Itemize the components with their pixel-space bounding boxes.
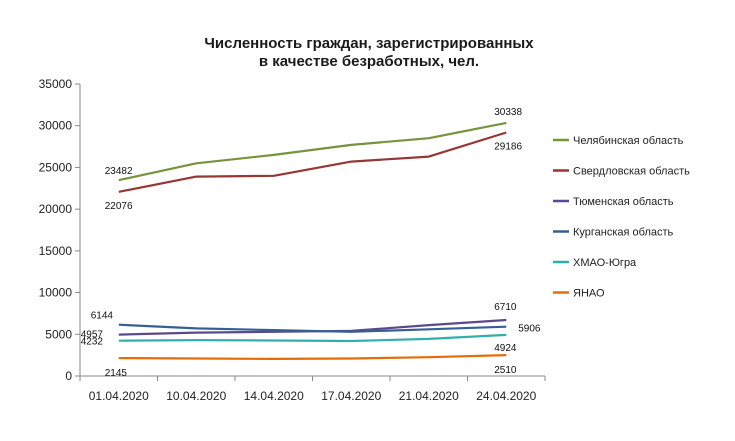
chart-axes: 0 5000 10000 15000 20000 25000 30000 35000 01.04…	[39, 77, 546, 403]
data-label-свердловская-область-5: 29186	[494, 142, 522, 153]
y-tick-label: 0	[65, 369, 72, 383]
data-label-хмао-югра-0: 4232	[81, 337, 104, 348]
chart-title-line-1: Численность граждан, зарегистрированных	[204, 35, 534, 52]
chart-legend: Челябинская область Свердловская область Т…	[553, 135, 690, 300]
series-line-курганская-область	[118, 323, 507, 333]
data-label-курганская-область-0: 6144	[91, 311, 114, 322]
series-line-хмао-югра	[118, 333, 507, 343]
chart-data-labels: 23482 30338 22076 29186 4957 6710 6144 5906 4232…	[81, 107, 541, 379]
legend-label-хмао-югра: ХМАО-Югра	[573, 257, 637, 269]
chart-title: Численность граждан, зарегистрированныхв…	[204, 35, 534, 70]
x-tick-label: 10.04.2020	[166, 389, 226, 403]
data-label-янао-0: 2145	[105, 368, 128, 379]
x-tick-label: 21.04.2020	[399, 389, 459, 403]
data-label-свердловская-область-0: 22076	[105, 201, 133, 212]
x-tick-label: 24.04.2020	[476, 389, 536, 403]
data-label-челябинская-область-0: 23482	[105, 166, 133, 177]
y-tick-label: 5000	[45, 327, 72, 341]
legend-label-челябинская-область: Челябинская область	[573, 135, 684, 147]
data-label-тюменская-область-0: 4957	[81, 330, 104, 341]
legend-label-свердловская-область: Свердловская область	[573, 166, 690, 178]
legend-label-янао: ЯНАО	[573, 288, 605, 300]
y-tick-label: 15000	[39, 244, 73, 258]
series-line-челябинская-область	[118, 121, 507, 182]
data-label-челябинская-область-5: 30338	[494, 107, 522, 118]
data-label-янао-5: 2510	[494, 365, 517, 376]
y-tick-label: 30000	[39, 119, 73, 133]
data-label-хмао-югра-5: 4924	[494, 343, 517, 354]
data-label-курганская-область-5: 5906	[518, 324, 541, 335]
x-tick-label: 01.04.2020	[89, 389, 149, 403]
y-tick-label: 35000	[39, 77, 73, 91]
series-line-свердловская-область	[118, 131, 507, 193]
x-tick-label: 14.04.2020	[244, 389, 304, 403]
legend-label-курганская-область: Курганская область	[573, 227, 674, 239]
y-tick-label: 10000	[39, 286, 73, 300]
chart-series	[118, 121, 507, 360]
chart-title-line-2: в качестве безработных, чел.	[259, 53, 479, 70]
y-tick-label: 25000	[39, 160, 73, 174]
legend-label-тюменская-область: Тюменская область	[573, 196, 674, 208]
data-label-тюменская-область-5: 6710	[494, 302, 517, 313]
y-tick-label: 20000	[39, 202, 73, 216]
x-tick-label: 17.04.2020	[321, 389, 381, 403]
series-line-янао	[118, 354, 507, 360]
